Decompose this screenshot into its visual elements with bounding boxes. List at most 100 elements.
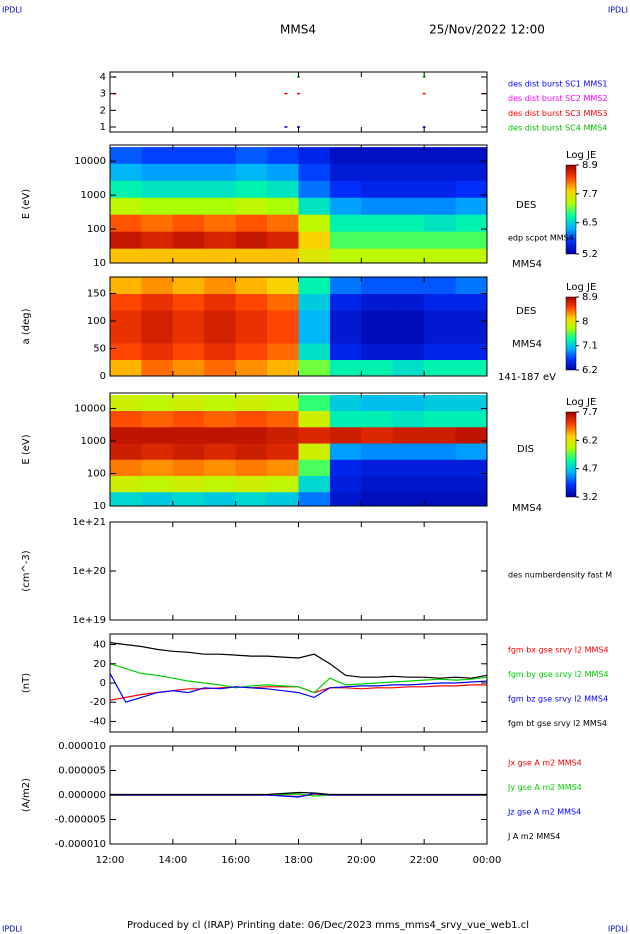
heatmap-cell [424,410,457,428]
heatmap-cell [110,491,142,506]
colorbar-title: Log JE [566,282,596,293]
heatmap-cell [424,359,457,376]
y-tick-label: 1 [100,122,106,133]
y-tick-label: 4 [100,72,106,83]
y-tick-label: 10 [93,258,106,269]
y-tick-label: 10 [93,501,106,512]
legend-entry: fgm bt gse srvy l2 MMS4 [508,719,607,728]
heatmap-cell [172,248,205,263]
heatmap-cell [267,214,299,232]
heatmap-cell [172,359,205,376]
heatmap-cell [298,277,331,294]
heatmap-cell [361,277,394,294]
heatmap-cell [298,293,331,311]
plot-area [110,147,487,263]
heatmap-cell [329,248,362,263]
corner-label: IPDLI [2,925,22,934]
heatmap-cell [110,180,142,198]
colorbar-tick-label: 8.9 [582,160,598,171]
legend-entry: Jx gse A m2 MMS4 [507,759,582,768]
colorbar-tick-label: 6.2 [582,365,598,376]
plot-frame [109,521,488,621]
heatmap-cell [172,426,205,444]
heatmap-cell [141,147,174,164]
heatmap-cell [424,231,457,249]
heatmap-cell [235,180,268,198]
heatmap-cell [110,343,142,360]
heatmap-cell [235,214,268,232]
heatmap-cell [329,310,362,327]
y-axis-label: E (eV) [21,189,32,219]
heatmap-cell [110,197,142,215]
heatmap-cell [455,326,487,344]
y-tick-label: 1e+20 [72,566,106,577]
y-tick-label: 50 [93,344,106,355]
heatmap-cell [235,293,268,311]
heatmap-cell [455,163,487,181]
heatmap-cell [204,180,237,198]
heatmap-cell [361,310,394,327]
y-tick-label: 0 [100,371,106,382]
heatmap-cell [361,147,394,164]
heatmap-cell [110,395,142,412]
heatmap-cell [392,248,425,263]
heatmap-cell [424,310,457,327]
heatmap-cell [298,443,331,460]
colorbar-tick-label: 6.2 [582,435,598,446]
heatmap-cell [329,214,362,232]
heatmap-cell [110,277,142,294]
heatmap-cell [204,310,237,327]
y-tick-label: -40 [90,716,106,727]
heatmap-cell [329,293,362,311]
date: 25/Nov/2022 12:00 [429,23,545,37]
heatmap-cell [267,293,299,311]
x-tick-label: 22:00 [410,855,439,866]
heatmap-cell [172,197,205,215]
heatmap-cell [267,277,299,294]
heatmap-cell [235,443,268,460]
heatmap-cell [392,395,425,412]
heatmap-cell [110,163,142,181]
plot-area [110,277,487,376]
heatmap-cell [455,459,487,477]
y-tick-label: 1e+19 [72,615,106,626]
y-tick-label: -0.000005 [55,815,106,826]
heatmap-cell [110,310,142,327]
plot-frame [109,71,488,133]
colorbar [565,411,577,498]
panel-label: DES [516,200,536,211]
heatmap-cell [298,359,331,376]
heatmap-cell [329,343,362,360]
heatmap-cell [392,475,425,493]
heatmap-cell [141,214,174,232]
heatmap-cell [235,231,268,249]
heatmap-cell [110,475,142,493]
heatmap-cell [235,491,268,506]
heatmap-cell [392,293,425,311]
data-line [110,663,487,694]
heatmap-cell [329,147,362,164]
heatmap-cell [424,277,457,294]
y-tick-label: -0.000010 [55,839,106,850]
heatmap-cell [298,231,331,249]
panel-label: DES [516,306,536,317]
heatmap-cell [298,197,331,215]
heatmap-cell [392,491,425,506]
heatmap-cell [329,197,362,215]
heatmap-cell [110,147,142,164]
heatmap-cell [141,359,174,376]
heatmap-cell [267,310,299,327]
heatmap-cell [361,359,394,376]
heatmap-cell [361,248,394,263]
plot-area [110,791,487,798]
heatmap-cell [329,277,362,294]
y-tick-label: 0.000000 [58,790,106,801]
y-axis-label: (cm^-3) [21,550,32,591]
heatmap-cell [329,359,362,376]
heatmap-cell [424,197,457,215]
chart-title: MMS4 [280,23,316,37]
heatmap-cell [392,197,425,215]
corner-label: IPDLI [608,925,628,934]
heatmap-cell [424,491,457,506]
heatmap-cell [204,293,237,311]
